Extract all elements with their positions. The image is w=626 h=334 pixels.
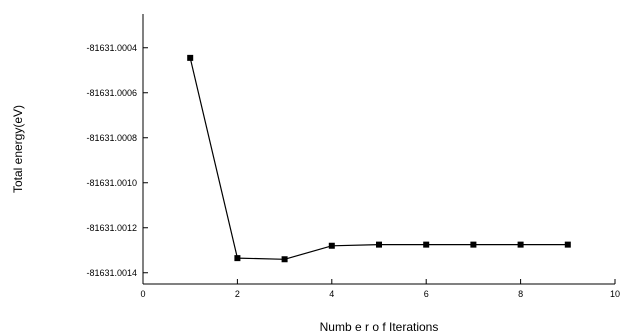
y-tick-label: -81631.0010 (86, 178, 137, 188)
x-tick-label: 0 (140, 289, 145, 299)
data-point-marker (517, 241, 524, 248)
y-tick-label: -81631.0004 (86, 43, 137, 53)
data-point-marker (376, 241, 382, 248)
plot-area: -81631.0004 -81631.0006 -81631.0008 -81631.… (86, 14, 620, 299)
y-axis-title: Total energy(eV) (11, 105, 25, 193)
x-tick-label: 2 (235, 289, 240, 299)
data-point-marker (328, 242, 335, 249)
y-tick-label: -81631.0012 (86, 223, 137, 233)
series-layer (187, 54, 571, 263)
y-tick-label: -81631.0014 (86, 268, 137, 278)
y-tick-label: -81631.0006 (86, 88, 137, 98)
x-tick-label: 4 (329, 289, 334, 299)
data-point-marker (564, 241, 571, 248)
x-axis-ticks: 0 2 4 6 8 10 (140, 279, 620, 299)
data-point-marker (234, 255, 241, 262)
data-point-marker (281, 256, 288, 263)
x-axis-title: Numb e r o f Iterations (320, 320, 439, 334)
data-point-marker (423, 241, 430, 248)
x-tick-label: 6 (424, 289, 429, 299)
data-point-marker (470, 241, 477, 248)
x-tick-label: 8 (518, 289, 523, 299)
series-line (189, 57, 568, 260)
data-point-marker (187, 54, 194, 61)
x-tick-label: 10 (610, 289, 620, 299)
y-axis-ticks: -81631.0004 -81631.0006 -81631.0008 -81631.… (86, 43, 148, 278)
y-tick-label: -81631.0008 (86, 133, 137, 143)
